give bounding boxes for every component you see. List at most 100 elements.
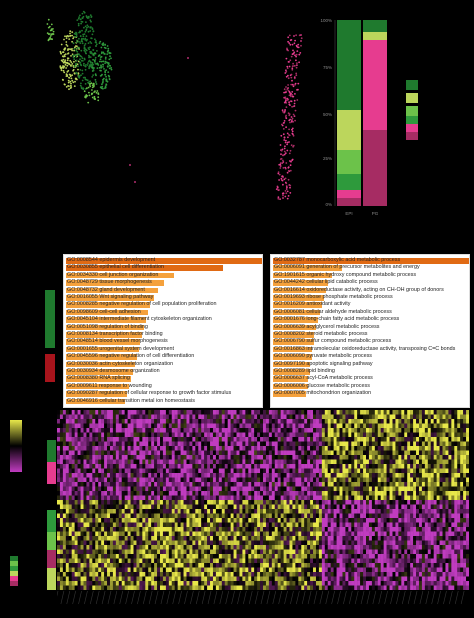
scatter-point	[79, 61, 81, 64]
scatter-point	[68, 76, 70, 79]
scatter-point	[81, 12, 84, 15]
scatter-point	[289, 192, 292, 194]
column-label-tick	[378, 590, 383, 605]
go-term-row: GO:0034330 cell junction organization	[66, 272, 174, 279]
column-label-tick	[278, 590, 282, 605]
scatter-point	[48, 38, 50, 41]
scatter-point	[50, 23, 53, 26]
scatter-point	[291, 43, 294, 46]
scatter-point	[287, 166, 290, 169]
scatter-point	[92, 30, 95, 32]
scatter-point	[86, 26, 88, 29]
scatter-point	[284, 152, 287, 155]
go-term-bar	[273, 258, 469, 264]
scatter-point	[294, 39, 296, 42]
scatter-point	[105, 78, 108, 81]
scatter-point	[75, 63, 77, 66]
scatter-point	[83, 49, 86, 52]
scatter-point	[288, 61, 290, 63]
scatter-point	[48, 25, 51, 28]
heatmap-color-key	[10, 420, 22, 472]
scatter-point	[277, 172, 280, 175]
scatter-point	[279, 198, 281, 201]
scatter-point	[286, 149, 289, 152]
column-label-tick	[301, 590, 306, 605]
scatter-point	[91, 89, 93, 91]
scatter-point	[292, 144, 295, 147]
scatter-point	[86, 79, 89, 82]
scatter-point	[286, 141, 289, 144]
scatter-point	[291, 119, 293, 121]
scatter-point	[294, 109, 297, 112]
scatter-point	[300, 40, 302, 42]
column-label-tick	[172, 590, 177, 605]
scatter-point	[49, 36, 51, 39]
scatter-point	[75, 59, 78, 62]
go-term-row: GO:0006637 acyl-CoA metabolic process	[273, 375, 373, 382]
go-term-label: GO:0006006 glucose metabolic process	[274, 382, 370, 389]
scatter-point	[70, 86, 73, 88]
scatter-point	[282, 128, 285, 130]
scatter-point	[289, 104, 291, 106]
scatter-point	[92, 85, 95, 88]
scatter-point	[65, 37, 68, 39]
scatter-point	[46, 23, 49, 25]
scatter-point	[110, 67, 113, 69]
scatter-point	[300, 34, 302, 36]
scatter-point	[65, 86, 68, 88]
scatter-point	[85, 28, 88, 31]
scatter-point	[67, 81, 70, 84]
scatter-point	[84, 30, 87, 33]
scatter-point	[98, 42, 101, 44]
scatter-point	[291, 94, 294, 96]
column-label-tick	[148, 590, 153, 605]
heatmap-row-legend	[10, 556, 18, 586]
legend-swatch	[406, 116, 418, 124]
scatter-point	[287, 84, 289, 86]
go-term-label: GO:0008380 RNA splicing	[67, 375, 130, 382]
stack-legend	[406, 80, 418, 140]
scatter-point	[86, 87, 88, 89]
y-tick-label: 0%	[325, 202, 332, 207]
scatter-point	[82, 10, 85, 13]
scatter-point	[129, 164, 131, 166]
y-tick-label: 75%	[323, 65, 332, 70]
go-left-color-bar	[45, 290, 55, 382]
go-term-bar	[66, 339, 141, 345]
scatter-point	[88, 94, 91, 97]
scatter-point	[279, 144, 282, 146]
scatter-point	[89, 85, 92, 88]
scatter-point	[291, 105, 293, 108]
scatter-point	[295, 66, 298, 69]
scatter-point	[291, 130, 294, 133]
scatter-point	[282, 183, 284, 186]
go-term-row: GO:0008289 lipid binding	[273, 368, 335, 375]
scatter-point	[73, 85, 76, 87]
scatter-point	[50, 28, 53, 30]
scatter-point	[96, 63, 98, 65]
column-label-tick	[60, 590, 65, 605]
scatter-point	[76, 41, 78, 44]
scatter-point	[297, 82, 300, 85]
column-label-tick	[401, 590, 406, 605]
scatter-left	[46, 10, 189, 183]
scatter-point	[71, 31, 74, 33]
go-term-label: GO:0008285 negative regulation of cell p…	[67, 301, 217, 308]
scatter-point	[62, 51, 64, 54]
scatter-point	[107, 62, 110, 65]
x-tick-label: EPI	[345, 211, 352, 216]
column-label-tick	[307, 590, 312, 605]
scatter-point	[288, 134, 291, 137]
column-label-tick	[101, 590, 106, 605]
scatter-point	[90, 42, 93, 44]
x-tick-label: PG	[372, 211, 379, 216]
scatter-point	[78, 16, 80, 18]
go-term-bar	[66, 272, 174, 279]
scatter-point	[96, 90, 99, 92]
go-term-row: GO:0030934 desmosome organization	[66, 368, 160, 375]
scatter-point	[105, 69, 108, 71]
scatter-point	[88, 81, 91, 83]
scatter-point	[287, 77, 290, 80]
go-term-label: GO:0001676 long-chain fatty acid metabol…	[274, 316, 400, 323]
scatter-point	[59, 65, 62, 68]
